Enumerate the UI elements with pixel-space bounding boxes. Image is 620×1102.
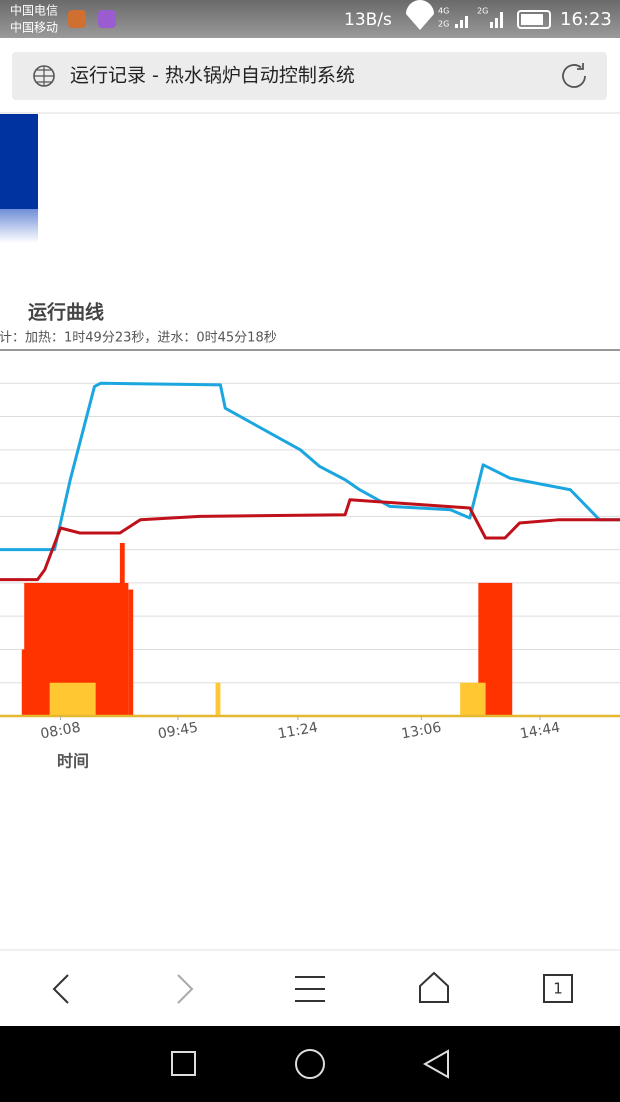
address-bar[interactable] bbox=[12, 52, 607, 100]
globe-lines bbox=[34, 66, 54, 86]
bar bbox=[21, 649, 26, 716]
banner bbox=[0, 114, 38, 209]
chart-subtitle: 总计：加热：1时49分23秒，进水：0时45分18秒 bbox=[0, 331, 277, 346]
carrier: 中国移动 bbox=[10, 20, 58, 35]
network-type: 2G bbox=[477, 7, 488, 16]
network-type: 4G bbox=[438, 7, 449, 16]
wifi-icon bbox=[406, 0, 434, 30]
forward-button[interactable] bbox=[177, 974, 194, 1004]
battery-level bbox=[521, 14, 543, 25]
banner-fade bbox=[0, 209, 38, 243]
plot: 08:08 09:45 11:24 13:06 14:44 bbox=[0, 349, 620, 743]
bar bbox=[460, 682, 486, 716]
tab-count: 1 bbox=[553, 980, 563, 998]
home-button[interactable] bbox=[419, 971, 449, 1003]
network-type: 2G bbox=[438, 20, 449, 29]
system-nav bbox=[0, 1026, 620, 1102]
app-icon bbox=[68, 10, 86, 28]
page-title: 运行记录 - 热水锅炉自动控制系统 bbox=[70, 65, 355, 87]
signal-icon bbox=[455, 12, 503, 28]
clock: 16:23 bbox=[560, 9, 612, 30]
home-nav-button[interactable] bbox=[295, 1049, 325, 1079]
tabs-button[interactable] bbox=[543, 974, 573, 1003]
x-tick-label: 14:44 bbox=[519, 720, 562, 743]
x-tick-label: 11:24 bbox=[277, 720, 320, 743]
reload-button[interactable] bbox=[562, 63, 586, 88]
back-nav-button[interactable] bbox=[422, 1049, 449, 1079]
carrier: 中国电信 bbox=[10, 3, 58, 18]
x-tick-label: 13:06 bbox=[400, 720, 443, 743]
back-button[interactable] bbox=[52, 974, 69, 1004]
line-series bbox=[0, 381, 620, 552]
menu-button[interactable] bbox=[295, 976, 325, 1002]
bar bbox=[119, 542, 125, 716]
chart-title: 运行曲线 bbox=[28, 301, 104, 324]
x-axis-label: 时间 bbox=[57, 752, 89, 771]
net-speed: 13B/s bbox=[344, 10, 392, 30]
app-icon bbox=[98, 10, 116, 28]
bar bbox=[49, 682, 96, 716]
line-series bbox=[0, 498, 620, 582]
bar bbox=[215, 682, 221, 716]
battery-icon bbox=[517, 10, 551, 29]
x-tick-label: 09:45 bbox=[157, 720, 200, 743]
x-tick-label: 08:08 bbox=[39, 720, 82, 743]
recents-button[interactable] bbox=[171, 1051, 196, 1076]
bar bbox=[128, 589, 134, 716]
